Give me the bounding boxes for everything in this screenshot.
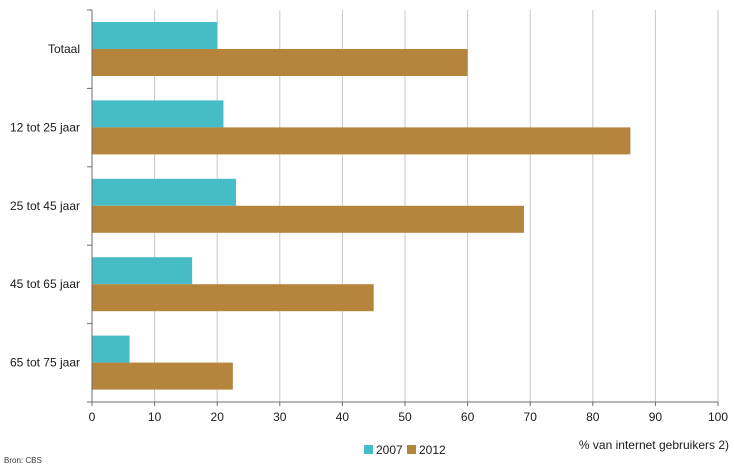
bar-2007-1	[92, 100, 224, 128]
bar-2012-0	[92, 49, 468, 76]
y-tick-marks	[87, 9, 92, 403]
x-tick-label: 10	[148, 410, 162, 424]
legend-swatch-2012	[407, 445, 416, 454]
bar-2007-4	[92, 335, 130, 363]
category-label: 45 tot 65 jaar	[10, 277, 80, 291]
category-label: 65 tot 75 jaar	[10, 356, 80, 370]
category-label: Totaal	[48, 42, 80, 56]
x-tick-label: 40	[336, 410, 350, 424]
x-tick-label: 0	[89, 410, 96, 424]
x-tick-label: 60	[461, 410, 475, 424]
bar-2012-1	[92, 127, 631, 155]
bars	[92, 22, 631, 390]
legend-swatch-2007	[364, 445, 373, 454]
bar-2012-3	[92, 284, 374, 312]
x-tick-labels: 0 10 20 30 40 50 60 70 80 90 100	[89, 410, 729, 424]
x-tick-label: 100	[708, 410, 728, 424]
x-tick-label: 50	[398, 410, 412, 424]
bar-2007-0	[92, 22, 218, 49]
legend-label-2007: 2007	[376, 443, 403, 457]
legend-label-2012: 2012	[419, 443, 446, 457]
x-axis-label: % van internet gebruikers 2)	[579, 438, 729, 452]
x-tick-label: 20	[211, 410, 225, 424]
category-label: 12 tot 25 jaar	[10, 120, 80, 134]
bar-2012-2	[92, 205, 524, 233]
bar-2007-3	[92, 257, 193, 285]
source-note: Bron: CBS	[4, 456, 42, 465]
category-labels: Totaal 12 tot 25 jaar 25 tot 45 jaar 45 tot…	[10, 42, 80, 370]
bar-2012-4	[92, 362, 233, 390]
x-tick-label: 30	[273, 410, 287, 424]
category-label: 25 tot 45 jaar	[10, 199, 80, 213]
bar-2007-2	[92, 178, 236, 206]
x-tick-label: 80	[586, 410, 600, 424]
x-tick-label: 90	[649, 410, 663, 424]
axes	[91, 10, 718, 403]
x-tick-label: 70	[524, 410, 538, 424]
legend: 2007 2012	[364, 443, 446, 457]
